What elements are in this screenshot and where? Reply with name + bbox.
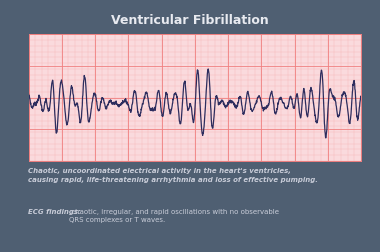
Text: ECG findings:: ECG findings: xyxy=(28,208,81,214)
Text: Ventricular Fibrillation: Ventricular Fibrillation xyxy=(111,14,269,27)
Text: chaotic, irregular, and rapid oscillations with no observable
QRS complexes or T: chaotic, irregular, and rapid oscillatio… xyxy=(69,208,279,222)
Text: Chaotic, uncoordinated electrical activity in the heart's ventricles,
causing ra: Chaotic, uncoordinated electrical activi… xyxy=(28,168,318,182)
